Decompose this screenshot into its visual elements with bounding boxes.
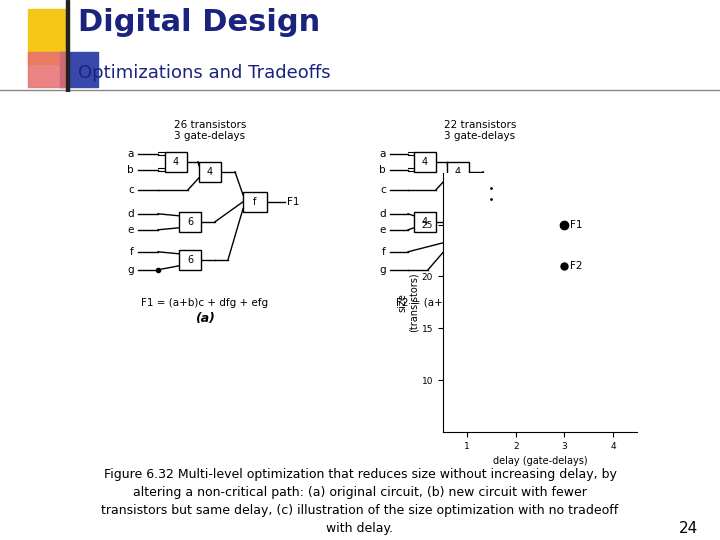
Y-axis label: size
(transistors): size (transistors)	[397, 273, 419, 332]
Text: g: g	[379, 265, 386, 275]
Text: 6: 6	[455, 237, 461, 247]
X-axis label: delay (gate-delays): delay (gate-delays)	[492, 456, 588, 466]
Text: e: e	[379, 225, 386, 235]
Text: 4: 4	[422, 217, 428, 227]
Text: g: g	[127, 265, 134, 275]
Bar	[28, 52, 66, 87]
Text: f: f	[130, 247, 134, 257]
Bar	[488, 191, 512, 213]
Text: (b): (b)	[445, 312, 465, 325]
Text: Figure 6.32 Multi-level optimization that reduces size without increasing delay,: Figure 6.32 Multi-level optimization tha…	[102, 468, 618, 535]
Text: 4: 4	[207, 167, 213, 177]
Text: 4: 4	[422, 157, 428, 167]
Bar	[165, 152, 187, 172]
Text: Optimizations and Tradeoffs: Optimizations and Tradeoffs	[78, 64, 330, 82]
Bar	[414, 212, 436, 232]
Text: c: c	[380, 185, 386, 195]
Bar	[243, 192, 267, 212]
Text: 26 transistors
3 gate-delays: 26 transistors 3 gate-delays	[174, 120, 246, 141]
Bar	[28, 9, 66, 64]
Text: F1: F1	[570, 220, 582, 229]
Text: 4: 4	[497, 197, 503, 207]
Text: 22 transistors
3 gate-delays: 22 transistors 3 gate-delays	[444, 120, 516, 141]
Text: F2: F2	[570, 261, 582, 271]
Text: 4: 4	[455, 167, 461, 177]
Text: F2: F2	[530, 197, 542, 207]
Bar	[179, 250, 201, 270]
Bar	[199, 162, 221, 182]
Bar	[414, 152, 436, 172]
Text: 6: 6	[187, 255, 193, 265]
Bar	[447, 162, 469, 182]
Bar	[60, 52, 98, 87]
Text: b: b	[127, 165, 134, 175]
Bar	[179, 212, 201, 232]
Text: e: e	[127, 225, 134, 235]
Text: c: c	[128, 185, 134, 195]
Text: f: f	[382, 247, 386, 257]
Text: d: d	[127, 209, 134, 219]
Text: d: d	[379, 209, 386, 219]
Text: 24: 24	[679, 521, 698, 536]
Bar	[447, 232, 469, 252]
Text: a: a	[127, 149, 134, 159]
Text: (a): (a)	[195, 312, 215, 325]
Text: F1 = (a+b)c + dfg + efg: F1 = (a+b)c + dfg + efg	[141, 298, 269, 308]
Text: F1: F1	[287, 197, 300, 207]
Bar	[66, 0, 68, 92]
Text: a: a	[379, 149, 386, 159]
Text: 4: 4	[173, 157, 179, 167]
Text: Digital Design: Digital Design	[78, 8, 320, 37]
Text: b: b	[379, 165, 386, 175]
Text: F2 = (a+b)c + (d+e)fg: F2 = (a+b)c + (d+e)fg	[396, 298, 514, 308]
Text: f: f	[253, 197, 257, 207]
Text: 6: 6	[187, 217, 193, 227]
